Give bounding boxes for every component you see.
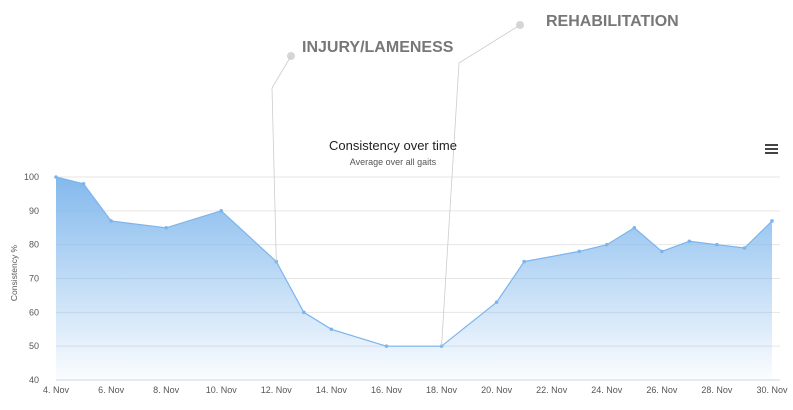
y-axis-label: Consistency % [9,244,19,302]
x-tick-label: 12. Nov [261,385,293,395]
x-tick-label: 8. Nov [153,385,180,395]
data-point [274,259,279,264]
x-tick-label: 14. Nov [316,385,348,395]
chart-title: Consistency over time [329,138,457,153]
x-tick-label: 4. Nov [43,385,70,395]
y-tick-label: 80 [29,240,39,250]
series-area [56,177,772,380]
data-point [302,310,306,315]
y-tick-label: 50 [29,341,39,351]
x-tick-label: 18. Nov [426,385,458,395]
data-point [219,209,224,213]
x-tick-label: 22. Nov [536,385,568,395]
data-point [715,242,719,247]
data-point [81,181,86,186]
x-tick-label: 6. Nov [98,385,125,395]
data-point [660,249,664,254]
x-tick-label: 24. Nov [591,385,623,395]
data-point [494,300,499,304]
annotation-connectors [271,21,524,347]
data-point [109,219,113,223]
annotation-connector [271,55,292,262]
annotation-injury-lameness: INJURY/LAMENESS [302,39,454,56]
data-point [54,175,58,179]
y-tick-label: 40 [29,375,39,385]
x-tick-label: 16. Nov [371,385,403,395]
x-tick-label: 28. Nov [701,385,733,395]
data-point [384,344,389,348]
y-axis-ticks: 40 50 60 70 80 90 100 [24,172,39,385]
data-point [770,219,774,223]
x-tick-label: 20. Nov [481,385,513,395]
y-tick-label: 60 [29,307,39,317]
chart-subtitle: Average over all gaits [349,157,437,167]
y-tick-label: 90 [29,206,39,216]
hamburger-menu-icon[interactable] [765,144,778,154]
y-tick-label: 70 [29,274,39,284]
x-tick-label: 10. Nov [206,385,238,395]
data-point [632,225,637,230]
y-tick-label: 100 [24,172,39,182]
annotation-rehabilitation: REHABILITATION [546,13,679,30]
data-point [439,344,444,348]
data-point [604,242,609,247]
x-axis-ticks: 4. Nov 6. Nov 8. Nov 10. Nov 12. Nov 14. Nov 1… [43,385,788,395]
data-point [687,239,692,244]
data-point [522,259,526,264]
data-point [577,249,582,254]
data-point [742,246,747,250]
x-tick-label: 26. Nov [646,385,678,395]
x-tick-label: 30. Nov [756,385,788,395]
series-points [54,175,774,348]
data-point [164,225,168,230]
data-point [329,327,334,332]
series-line [55,176,773,347]
annotation-connector [441,24,521,347]
